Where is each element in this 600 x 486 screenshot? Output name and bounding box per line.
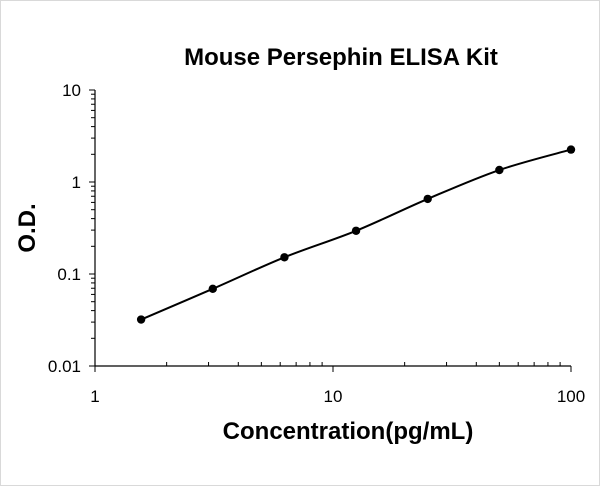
- x-axis-title: Concentration(pg/mL): [223, 418, 474, 445]
- y-tick-label: 0.1: [57, 265, 81, 284]
- axes: [89, 89, 572, 372]
- data-point: [566, 145, 576, 154]
- data-point: [280, 253, 289, 262]
- data-point: [208, 284, 217, 294]
- y-axis-title: O.D.: [14, 203, 41, 252]
- data-points: [136, 145, 576, 324]
- y-tick-label: 0.01: [48, 357, 81, 376]
- y-tick-label: 1: [72, 173, 81, 192]
- data-point: [495, 165, 504, 175]
- data-point: [136, 315, 146, 324]
- x-tick-label: 1: [90, 387, 99, 406]
- data-point: [423, 194, 432, 204]
- y-tick-label: 10: [62, 81, 81, 100]
- x-tick-label: 100: [557, 387, 585, 406]
- x-tick-label: 10: [324, 387, 343, 406]
- data-point: [351, 226, 361, 235]
- tick-labels: 10 1 0.1 0.01 1 10 100: [48, 81, 585, 406]
- chart-title: Mouse Persephin ELISA Kit: [184, 44, 498, 71]
